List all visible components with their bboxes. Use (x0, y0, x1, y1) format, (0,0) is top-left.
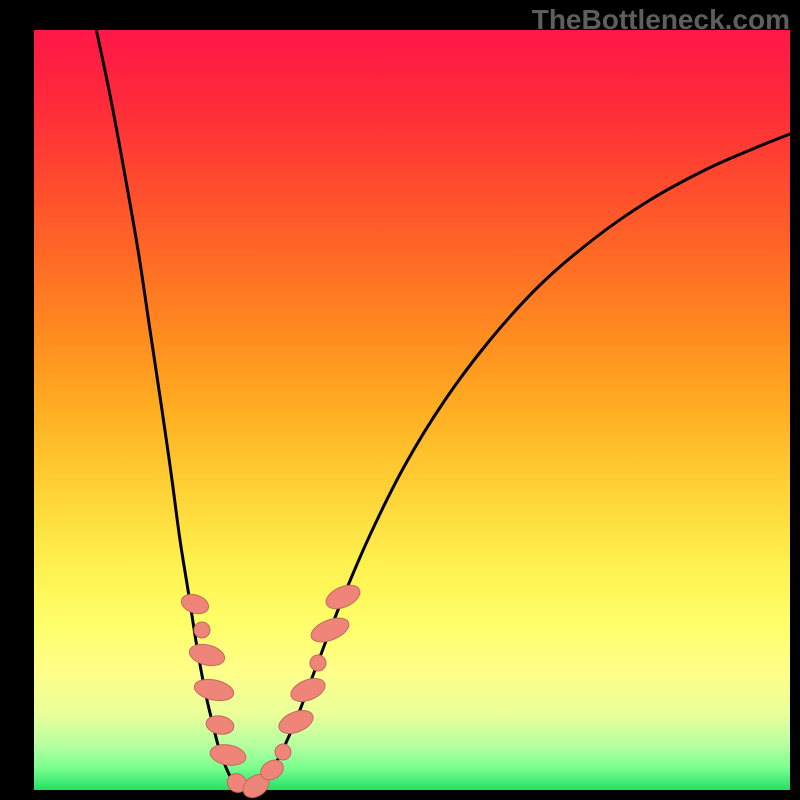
curve-marker (192, 676, 235, 704)
curve-marker (275, 744, 291, 760)
chart-svg-layer (0, 0, 800, 800)
chart-container: TheBottleneck.com (0, 0, 800, 800)
curve-marker (308, 613, 353, 647)
curve-marker (322, 581, 363, 614)
curve-marker (288, 674, 329, 706)
curve-marker (187, 641, 227, 669)
curve-marker (310, 655, 326, 671)
curve-marker (179, 591, 211, 617)
curve-marker (276, 706, 317, 738)
curve-marker (209, 742, 248, 768)
curve-left (95, 24, 246, 789)
curve-marker (194, 622, 210, 638)
watermark-text: TheBottleneck.com (532, 4, 790, 36)
curve-marker (205, 714, 236, 737)
curve-right (246, 134, 790, 789)
